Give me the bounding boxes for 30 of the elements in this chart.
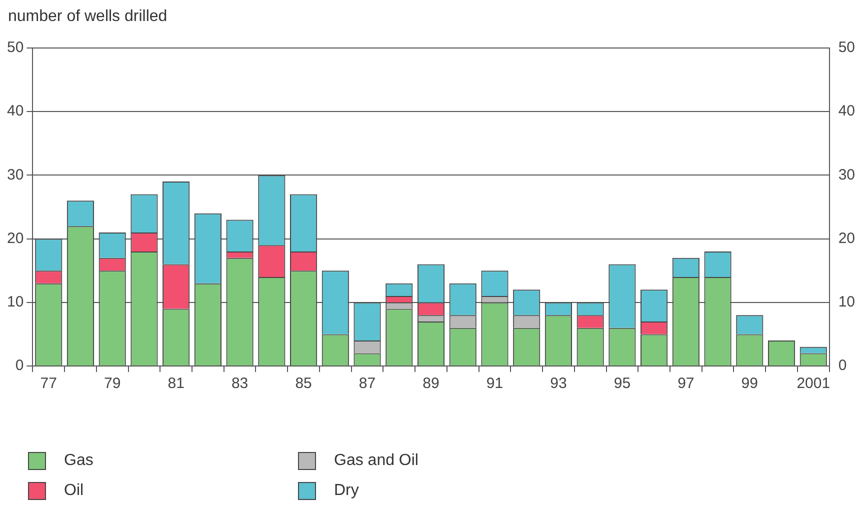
legend-label: Oil bbox=[64, 482, 84, 500]
y2-tick-label: 50 bbox=[838, 39, 856, 56]
y-tick-label: 10 bbox=[6, 294, 24, 311]
y-tick-label: 0 bbox=[15, 357, 24, 374]
x-tick-label: 87 bbox=[358, 375, 376, 392]
y2-tick-label: 30 bbox=[838, 166, 856, 184]
y-tick-label: 20 bbox=[6, 230, 24, 247]
legend-label: Gas bbox=[64, 452, 94, 470]
x-tick-label: 99 bbox=[741, 375, 758, 392]
y-axis-title: number of wells drilled bbox=[8, 8, 168, 26]
y-tick-label: 40 bbox=[6, 102, 24, 120]
y-tick-label: 30 bbox=[6, 166, 24, 184]
x-tick-label: 2001 bbox=[796, 375, 830, 392]
y-tick-label: 50 bbox=[6, 39, 24, 56]
y2-tick-label: 0 bbox=[838, 357, 847, 374]
y2-tick-label: 10 bbox=[838, 294, 856, 311]
y2-tick-label: 40 bbox=[838, 102, 856, 120]
x-tick-label: 83 bbox=[231, 375, 248, 392]
x-tick-label: 85 bbox=[295, 375, 312, 392]
x-tick-label: 91 bbox=[486, 375, 504, 392]
y2-tick-label: 20 bbox=[838, 230, 856, 247]
legend-label: Dry bbox=[334, 482, 359, 500]
x-tick-label: 97 bbox=[678, 375, 694, 392]
x-tick-label: 81 bbox=[168, 375, 184, 392]
x-tick-label: 93 bbox=[550, 375, 567, 392]
x-tick-label: 77 bbox=[40, 375, 57, 392]
legend-label: Gas and Oil bbox=[334, 452, 418, 470]
x-tick-label: 89 bbox=[422, 375, 440, 392]
x-tick-label: 79 bbox=[104, 375, 121, 392]
x-tick-label: 95 bbox=[614, 375, 631, 392]
